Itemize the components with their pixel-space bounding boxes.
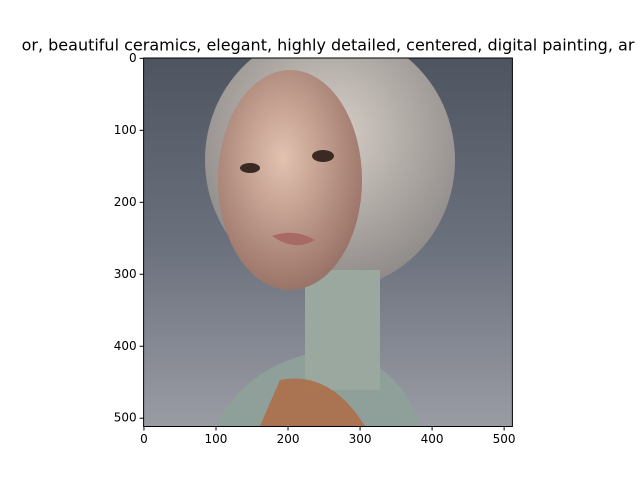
x-tick-label: 300 — [349, 432, 372, 446]
y-tick-label: 300 — [114, 267, 137, 281]
x-tick-label: 400 — [421, 432, 444, 446]
x-tick-label: 0 — [140, 432, 148, 446]
x-tick-label: 500 — [493, 432, 516, 446]
y-tick-label: 400 — [114, 339, 137, 353]
y-tick-label: 0 — [129, 51, 137, 65]
axes-frame — [143, 57, 513, 427]
x-tick-label: 200 — [277, 432, 300, 446]
y-tick-label: 500 — [114, 411, 137, 425]
image — [143, 58, 513, 427]
chart-title: or, beautiful ceramics, elegant, highly … — [22, 36, 635, 55]
y-tick-label: 200 — [114, 195, 137, 209]
x-tick-label: 100 — [205, 432, 228, 446]
y-tick-label: 100 — [114, 123, 137, 137]
